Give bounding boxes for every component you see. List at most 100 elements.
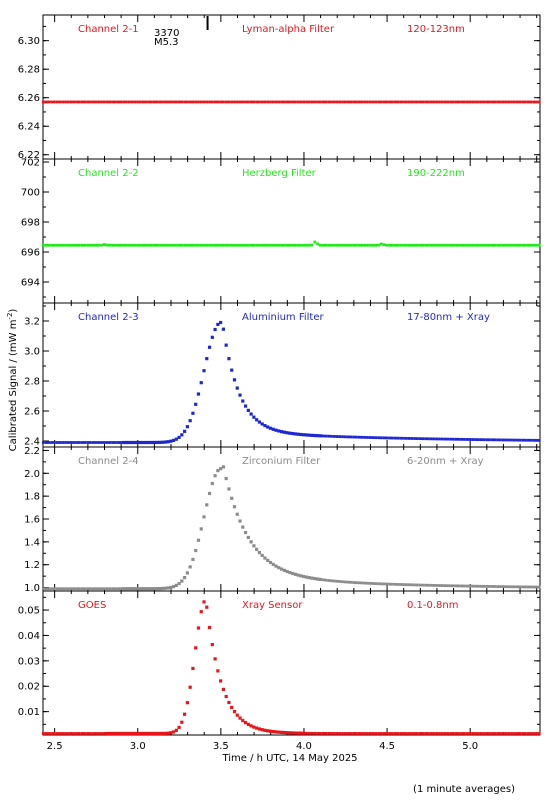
data-point <box>346 100 350 104</box>
data-point <box>402 732 405 735</box>
data-point <box>388 436 392 440</box>
data-point <box>313 433 317 438</box>
data-point <box>69 732 73 735</box>
data-point <box>271 100 275 104</box>
data-point <box>521 585 525 589</box>
data-point <box>252 243 256 247</box>
data-point <box>86 100 90 104</box>
data-point <box>363 732 367 735</box>
filter-label: Aluminium Filter <box>242 312 325 323</box>
data-point <box>294 100 297 104</box>
data-point <box>396 583 400 586</box>
data-point <box>58 732 62 735</box>
data-point <box>135 731 140 736</box>
data-point <box>421 732 425 735</box>
data-point <box>443 100 447 104</box>
data-point <box>205 503 209 507</box>
data-point <box>180 433 184 437</box>
data-point <box>463 584 466 588</box>
data-point <box>357 732 361 735</box>
data-point <box>321 434 325 438</box>
data-point <box>535 100 538 104</box>
data-point <box>127 587 131 591</box>
y-tick-label: 1.2 <box>24 560 40 571</box>
data-point <box>413 437 416 440</box>
data-point <box>537 585 541 589</box>
data-point <box>205 100 209 104</box>
data-point <box>235 386 239 390</box>
data-point <box>232 505 237 509</box>
data-point <box>482 243 486 247</box>
data-point <box>532 100 536 104</box>
panel-frame <box>42 446 541 592</box>
data-point <box>177 725 181 729</box>
data-point <box>402 243 405 247</box>
data-point <box>341 100 344 104</box>
data-point <box>72 441 76 444</box>
data-point <box>241 399 245 403</box>
data-point <box>80 587 84 591</box>
y-tick-label: 1.6 <box>24 515 40 526</box>
data-point <box>293 432 298 436</box>
data-point <box>246 100 250 104</box>
data-point <box>529 438 533 442</box>
data-point <box>330 434 333 438</box>
data-point <box>161 100 164 104</box>
band-label: 190-222nm <box>407 168 465 179</box>
data-point <box>64 732 67 735</box>
data-point <box>180 720 184 724</box>
x-tick-label: 4.0 <box>296 741 312 752</box>
data-point <box>282 430 286 434</box>
data-point <box>55 243 59 247</box>
data-point <box>163 586 167 590</box>
data-point <box>255 243 259 247</box>
data-point <box>174 243 178 247</box>
panel-frame <box>42 590 541 736</box>
data-point <box>399 583 403 586</box>
data-point <box>238 100 242 104</box>
data-point <box>385 436 389 440</box>
data-point <box>379 242 383 246</box>
data-point <box>485 438 488 442</box>
data-point <box>260 728 264 732</box>
data-point <box>474 243 477 247</box>
data-point <box>421 100 425 104</box>
data-point <box>133 100 137 104</box>
data-point <box>100 441 103 444</box>
data-point <box>460 437 464 441</box>
data-point <box>194 402 198 406</box>
data-point <box>188 565 192 569</box>
data-point <box>316 731 319 735</box>
data-point <box>379 100 383 104</box>
data-point <box>499 100 502 104</box>
data-point <box>207 345 212 349</box>
data-point <box>440 243 444 247</box>
data-point <box>307 731 311 735</box>
band-label: 120-123nm <box>407 24 465 35</box>
data-point <box>471 100 475 104</box>
data-point <box>515 585 519 589</box>
data-point <box>288 100 292 104</box>
x-tick-label: 4.5 <box>379 741 395 752</box>
data-point <box>338 435 342 439</box>
data-point <box>407 437 411 440</box>
data-point <box>69 243 73 247</box>
data-point <box>532 585 536 589</box>
data-point <box>487 585 491 588</box>
data-point <box>418 100 422 104</box>
data-point <box>180 100 184 104</box>
data-point <box>271 562 275 566</box>
data-point <box>55 441 59 444</box>
filter-label: Lyman-alpha Filter <box>242 24 335 35</box>
data-point <box>47 243 51 247</box>
data-point <box>166 100 170 104</box>
data-point <box>238 716 242 720</box>
data-point <box>449 100 452 104</box>
data-point <box>41 587 45 591</box>
data-point <box>496 732 500 735</box>
data-point <box>399 243 403 247</box>
data-point <box>296 243 300 247</box>
data-point <box>393 100 397 104</box>
data-point <box>532 243 536 247</box>
data-point <box>269 100 272 104</box>
